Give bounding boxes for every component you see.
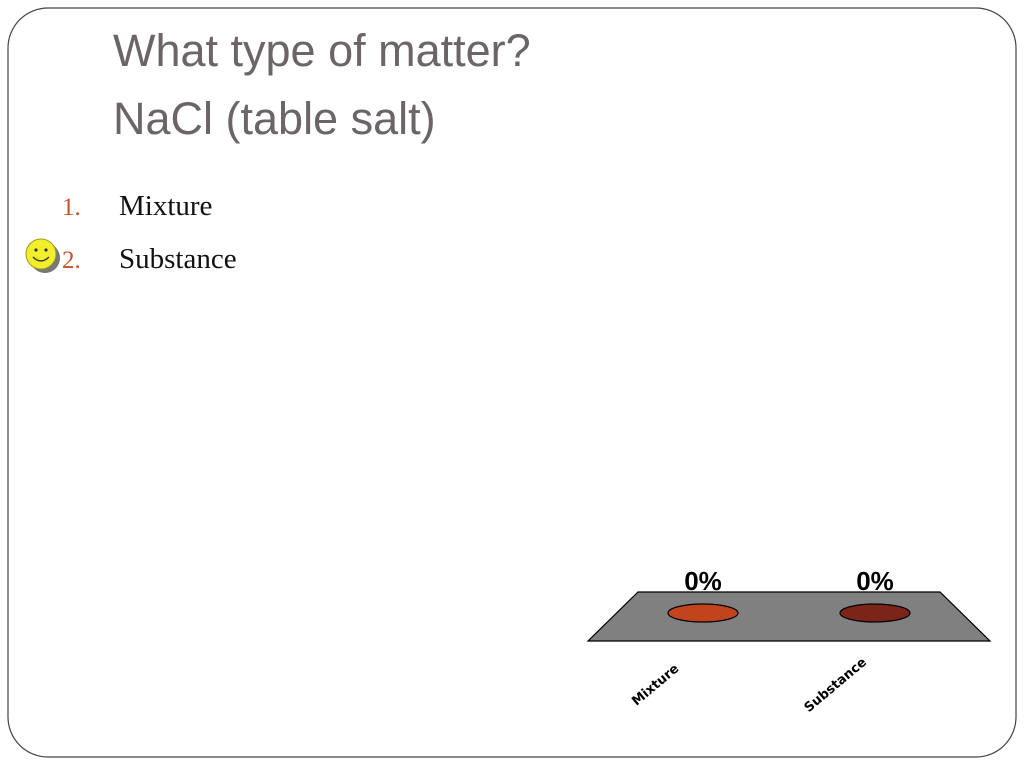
value-label: 0%	[684, 566, 722, 596]
smiley	[25, 238, 60, 273]
list-number: 1.	[62, 194, 81, 221]
list-item: Mixture	[119, 190, 212, 222]
slide-frame	[7, 7, 1017, 758]
chart-floor	[586, 591, 992, 642]
list-number: 2.	[62, 247, 81, 274]
title-line: What type of matter?	[113, 25, 531, 76]
bar	[839, 603, 911, 623]
list-item: Substance	[119, 243, 237, 275]
bar	[667, 603, 739, 623]
title-line: NaCl (table salt)	[113, 93, 436, 144]
value-label: 0%	[856, 566, 894, 596]
